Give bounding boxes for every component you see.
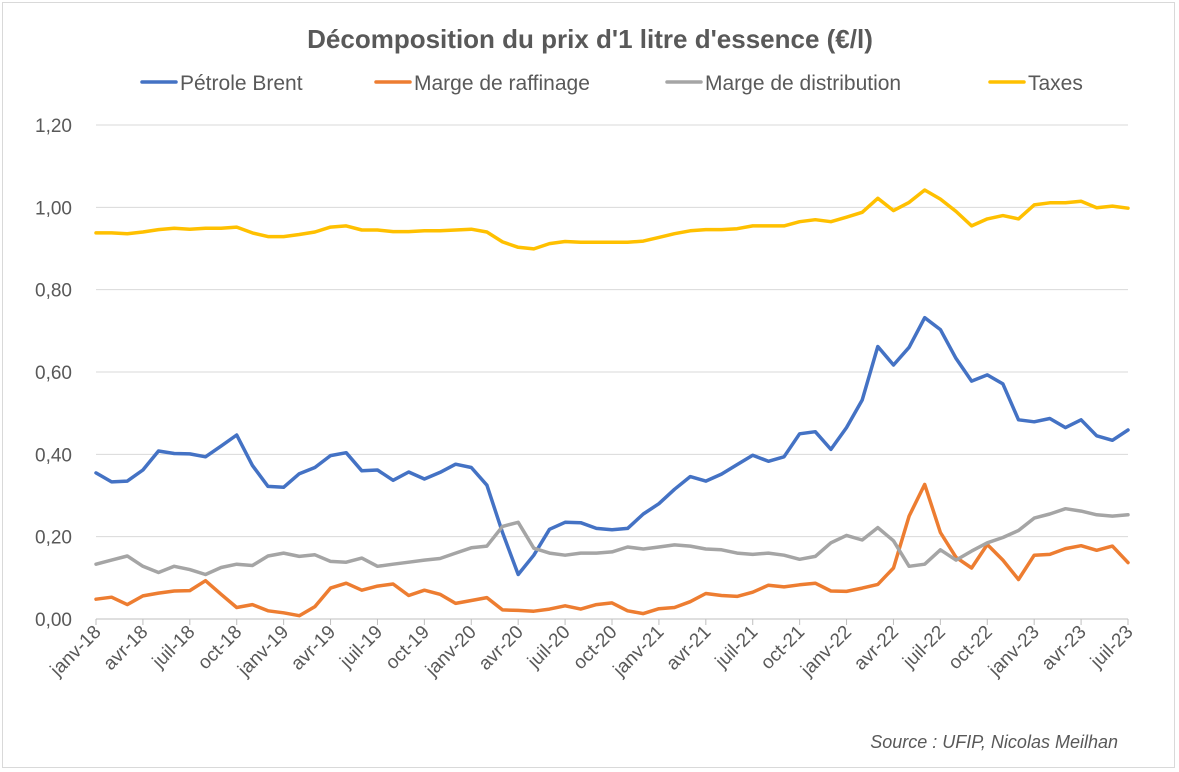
x-tick-label: juil-23	[1086, 622, 1137, 673]
series-line-marge-de-distribution	[94, 506, 1130, 577]
y-axis: 0,00 0,20 0,40 0,60 0,80 1,00 1,20	[35, 116, 72, 631]
x-tick-label: juil-19	[336, 622, 387, 673]
x-tick-label: avr-22	[850, 622, 903, 675]
y-tick-label: 1,00	[35, 198, 72, 219]
x-tick-label: janv-19	[234, 622, 294, 682]
series-lines	[94, 188, 1130, 618]
x-tick-label: juil-22	[898, 622, 949, 673]
x-tick-label: juil-21	[711, 622, 762, 673]
x-tick-label: janv-23	[984, 622, 1044, 682]
y-tick-label: 0,00	[35, 610, 72, 631]
legend: Pétrole Brent Marge de raffinage Marge de …	[140, 72, 1083, 95]
series-line-p-trole-brent	[94, 315, 1130, 577]
gridlines	[96, 124, 1128, 538]
x-tick-label: avr-19	[287, 622, 340, 675]
x-tick-label: janv-20	[421, 622, 481, 682]
y-tick-label: 0,20	[35, 528, 72, 549]
y-tick-label: 0,60	[35, 363, 72, 384]
x-tick-label: avr-23	[1038, 622, 1091, 675]
x-tick-label: janv-21	[609, 622, 669, 682]
legend-label: Marge de distribution	[705, 72, 901, 95]
x-tick-label: juil-20	[523, 622, 574, 673]
x-tick-label: juil-18	[148, 622, 199, 673]
x-axis: janv-18avr-18juil-18oct-18janv-19avr-19j…	[46, 618, 1138, 682]
y-tick-label: 0,40	[35, 445, 72, 466]
x-tick-label: avr-20	[475, 622, 528, 675]
x-tick-label: janv-22	[796, 622, 856, 682]
series-line-marge-de-raffinage	[94, 482, 1130, 618]
chart-title: Décomposition du prix d'1 litre d'essenc…	[307, 24, 873, 54]
y-tick-label: 1,20	[35, 116, 72, 137]
legend-label: Pétrole Brent	[180, 72, 303, 95]
series-line-taxes	[94, 188, 1130, 251]
x-tick-label: avr-21	[662, 622, 715, 675]
legend-label: Taxes	[1028, 72, 1083, 95]
y-tick-label: 0,80	[35, 281, 72, 302]
legend-label: Marge de raffinage	[414, 72, 590, 95]
x-tick-label: avr-18	[100, 622, 153, 675]
source-note: Source : UFIP, Nicolas Meilhan	[870, 732, 1118, 752]
